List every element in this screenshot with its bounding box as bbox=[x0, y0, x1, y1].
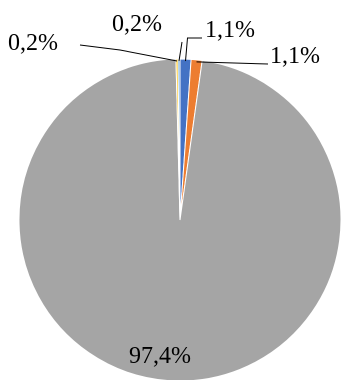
leader-line-slice-4 bbox=[79, 44, 178, 62]
data-label-slice-4: 0,2% bbox=[8, 30, 58, 56]
data-label-slice-1: 1,1% bbox=[205, 17, 255, 43]
leader-line-slice-1 bbox=[185, 37, 202, 62]
data-label-slice-5: 0,2% bbox=[112, 11, 162, 37]
data-label-slice-3: 97,4% bbox=[129, 343, 191, 369]
leader-line-slice-5 bbox=[178, 41, 183, 62]
leader-line-slice-2 bbox=[196, 61, 269, 65]
data-label-slice-2: 1,1% bbox=[270, 43, 320, 69]
